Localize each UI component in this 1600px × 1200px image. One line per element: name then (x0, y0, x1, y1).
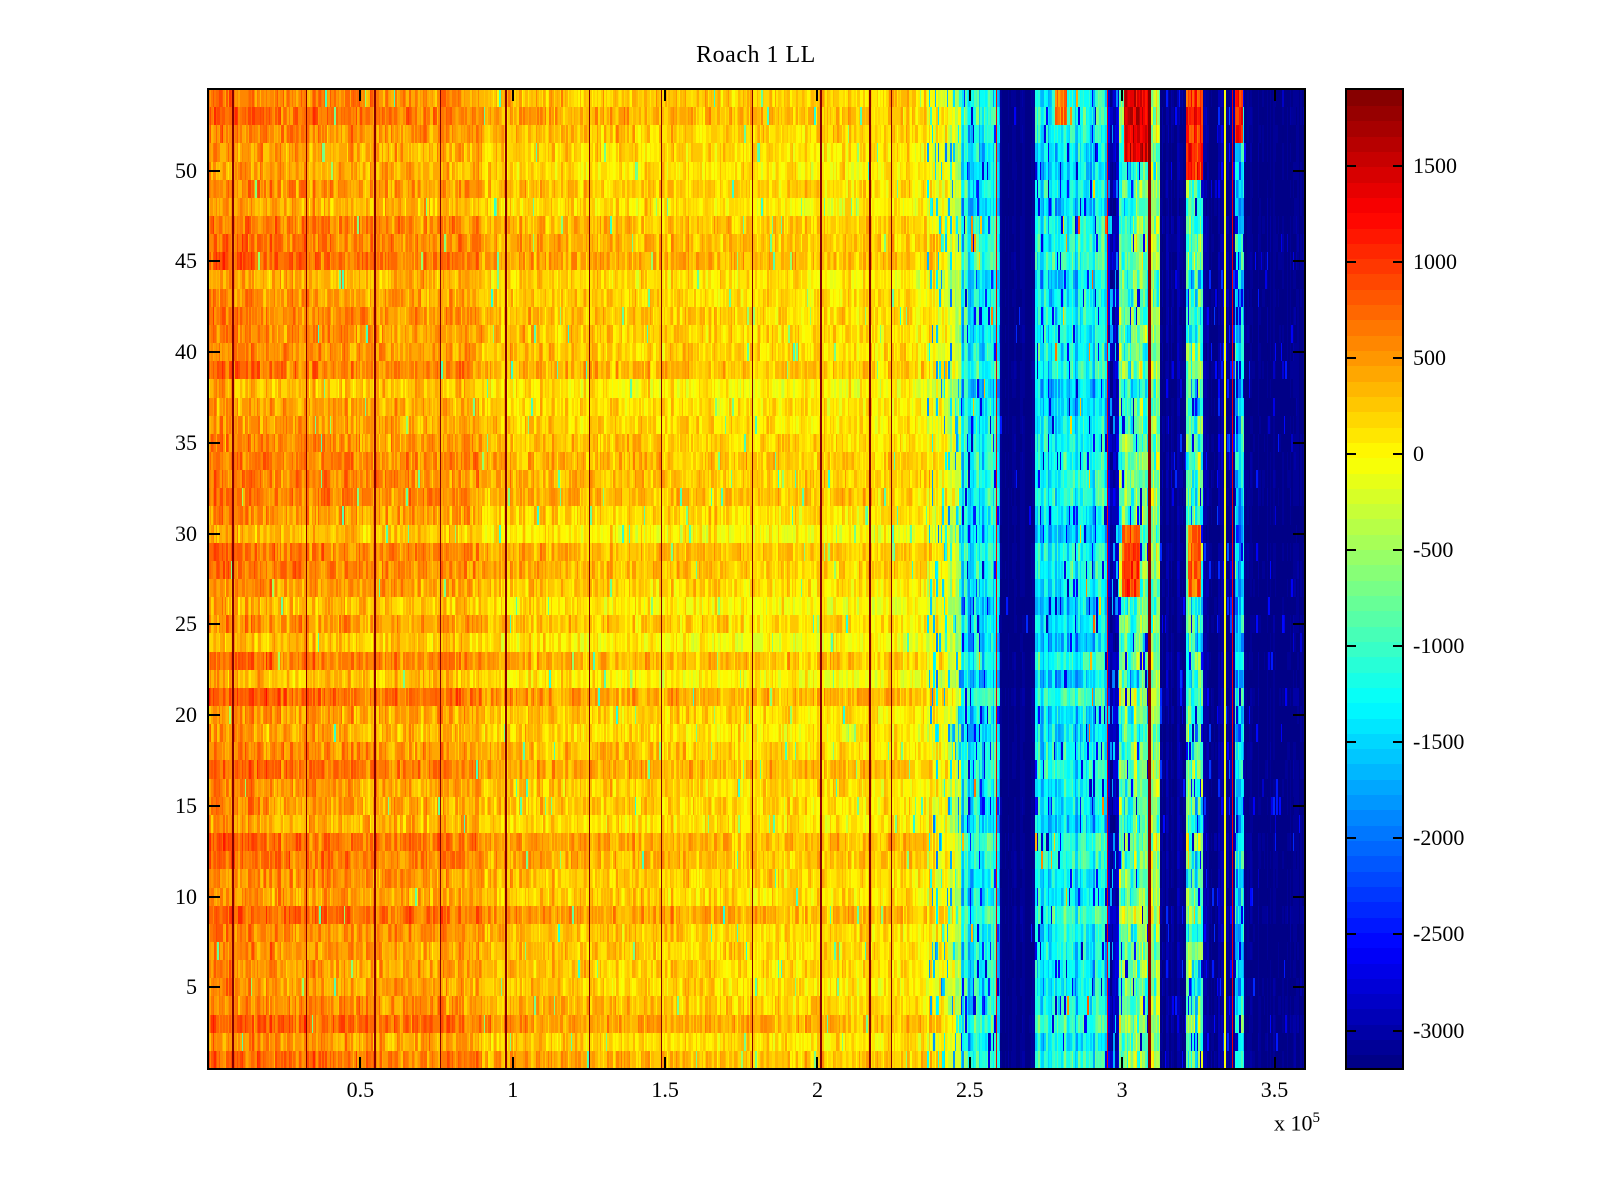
x-axis-exponent-value: 5 (1312, 1110, 1321, 1126)
tick-mark (816, 89, 819, 101)
colorbar-tick-label: -500 (1413, 537, 1454, 563)
tick-mark (1293, 169, 1305, 172)
plot-title: Roach 1 LL (696, 42, 816, 68)
tick-mark (1293, 260, 1305, 263)
tick-mark (1346, 645, 1356, 648)
y-tick-label: 40 (175, 339, 197, 365)
tick-mark (1293, 895, 1305, 898)
tick-mark (968, 1057, 971, 1069)
tick-mark (1346, 741, 1356, 744)
tick-mark (511, 1057, 514, 1069)
tick-mark (1393, 260, 1403, 263)
tick-mark (1121, 89, 1124, 101)
x-tick-label: 1.5 (651, 1077, 679, 1102)
x-tick-label: 0.5 (346, 1077, 375, 1102)
tick-mark (1293, 804, 1305, 807)
y-tick-label: 35 (175, 429, 197, 455)
tick-mark (1346, 549, 1356, 552)
tick-mark (1393, 164, 1403, 167)
colorbar-tick-label: -1000 (1413, 633, 1465, 659)
tick-mark (1346, 837, 1356, 840)
tick-mark (1121, 1057, 1124, 1069)
tick-mark (1393, 1029, 1403, 1032)
colorbar-tick-label: -1500 (1413, 729, 1465, 755)
tick-mark (816, 1057, 819, 1069)
colorbar-tick-label: 500 (1413, 345, 1446, 371)
y-tick-label: 45 (175, 248, 197, 274)
tick-mark (968, 89, 971, 101)
tick-mark (1293, 532, 1305, 535)
tick-mark (1346, 1029, 1356, 1032)
tick-mark (1393, 933, 1403, 936)
tick-mark (511, 89, 514, 101)
y-tick-label: 15 (175, 792, 197, 818)
y-tick-label: 50 (175, 157, 197, 183)
y-tick-label: 25 (175, 611, 197, 637)
tick-mark (359, 1057, 362, 1069)
tick-mark (208, 260, 220, 263)
y-tick-label: 5 (186, 974, 197, 1000)
tick-mark (664, 89, 667, 101)
tick-mark (1393, 549, 1403, 552)
tick-mark (208, 351, 220, 354)
x-tick-label: 2 (811, 1077, 823, 1102)
tick-mark (208, 804, 220, 807)
tick-mark (1293, 623, 1305, 626)
tick-mark (1393, 357, 1403, 360)
tick-mark (1393, 453, 1403, 456)
tick-mark (1346, 164, 1356, 167)
colorbar-tick-label: 1000 (1413, 248, 1457, 274)
y-tick-label: 10 (175, 883, 197, 909)
colorbar-tick-label: -2000 (1413, 825, 1465, 851)
x-axis-multiplier-text: x 10 (1274, 1110, 1313, 1136)
colorbar-tick-label: 0 (1413, 441, 1424, 467)
tick-mark (664, 1057, 667, 1069)
x-tick-label: 1 (507, 1077, 519, 1102)
tick-mark (1346, 260, 1356, 263)
tick-mark (1273, 89, 1276, 101)
tick-mark (1346, 357, 1356, 360)
tick-mark (1273, 1057, 1276, 1069)
x-tick-label: 3 (1116, 1077, 1128, 1102)
x-axis-exponent-label: x 105 (1120, 1110, 1320, 1136)
tick-mark (1346, 453, 1356, 456)
tick-mark (359, 89, 362, 101)
tick-mark (208, 714, 220, 717)
tick-mark (208, 532, 220, 535)
tick-mark (1293, 714, 1305, 717)
colorbar-tick-label: 1500 (1413, 152, 1457, 178)
tick-mark (208, 441, 220, 444)
colorbar-canvas (1346, 89, 1403, 1069)
tick-mark (1346, 933, 1356, 936)
tick-mark (208, 986, 220, 989)
tick-mark (1393, 645, 1403, 648)
y-tick-label: 30 (175, 520, 197, 546)
tick-mark (208, 169, 220, 172)
tick-mark (1393, 741, 1403, 744)
tick-mark (1293, 351, 1305, 354)
x-tick-label: 2.5 (956, 1077, 984, 1102)
y-tick-label: 20 (175, 702, 197, 728)
colorbar-tick-label: -3000 (1413, 1017, 1465, 1043)
tick-mark (208, 623, 220, 626)
tick-mark (208, 895, 220, 898)
x-tick-label: 3.5 (1260, 1077, 1289, 1102)
tick-mark (1393, 837, 1403, 840)
heatmap-canvas (208, 89, 1305, 1069)
tick-mark (1293, 986, 1305, 989)
tick-mark (1293, 441, 1305, 444)
colorbar-tick-label: -2500 (1413, 921, 1465, 947)
